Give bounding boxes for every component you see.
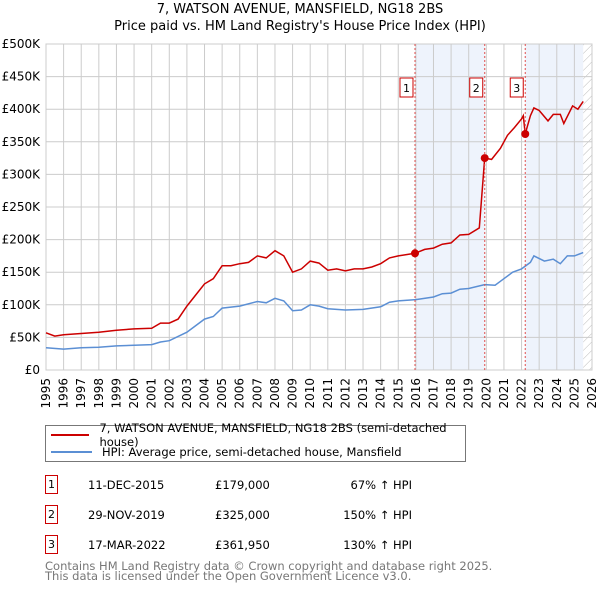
y-tick-label: £0 [25, 363, 40, 377]
x-tick-label: 2015 [391, 378, 405, 409]
legend-swatch-property [51, 434, 90, 436]
transaction-row: 3 17-MAR-2022 £361,950 130% ↑ HPI [45, 535, 465, 555]
x-tick-label: 2006 [233, 378, 247, 409]
x-tick-label: 2016 [409, 378, 423, 409]
y-tick-label: £50K [9, 330, 41, 344]
price-chart: £0 £50K £100K £150K £200K £250K £300K £350K £400… [2, 37, 599, 409]
legend: 7, WATSON AVENUE, MANSFIELD, NG18 2BS (s… [45, 421, 466, 462]
transaction-date: 29-NOV-2019 [88, 508, 165, 522]
y-tick-label: £450K [2, 70, 42, 84]
y-tick-label: £150K [2, 265, 42, 279]
transaction-date: 11-DEC-2015 [88, 478, 165, 492]
footer-licence: This data is licensed under the Open Gov… [45, 569, 412, 583]
x-tick-label: 2025 [567, 378, 581, 409]
property-price-line [45, 100, 584, 337]
footer-copyright: Contains HM Land Registry data © Crown c… [45, 559, 493, 573]
chart-title: 7, WATSON AVENUE, MANSFIELD, NG18 2BS [156, 2, 444, 17]
transaction-hpi: 67% ↑ HPI [350, 478, 412, 492]
transaction-badge: 1 [45, 475, 58, 494]
sale-label: 1 [403, 82, 410, 95]
y-tick-label: £350K [2, 135, 42, 149]
x-tick-label: 2026 [585, 378, 599, 409]
x-tick-label: 2019 [462, 378, 476, 409]
transaction-price: £179,000 [215, 478, 270, 492]
y-tick-label: £100K [2, 298, 42, 312]
x-tick-label: 2020 [479, 378, 493, 409]
legend-label-hpi: HPI: Average price, semi-detached house,… [102, 445, 402, 459]
x-tick-label: 2002 [162, 378, 176, 409]
legend-item-hpi: HPI: Average price, semi-detached house,… [51, 444, 402, 460]
sale-point [410, 249, 419, 258]
x-tick-label: 2014 [374, 378, 388, 409]
transaction-badge: 2 [45, 505, 58, 524]
x-tick-label: 2012 [338, 378, 352, 409]
transaction-row: 2 29-NOV-2019 £325,000 150% ↑ HPI [45, 505, 465, 525]
x-tick-label: 2008 [268, 378, 282, 409]
x-tick-label: 2022 [515, 378, 529, 409]
x-tick-label: 2018 [444, 378, 458, 409]
transaction-date: 17-MAR-2022 [88, 538, 166, 552]
sale-label-box [509, 77, 524, 98]
x-tick-label: 2021 [497, 378, 511, 409]
legend-label-property: 7, WATSON AVENUE, MANSFIELD, NG18 2BS (s… [99, 421, 447, 449]
x-tick-label: 1995 [39, 378, 53, 409]
legend-swatch-hpi [51, 451, 92, 453]
y-tick-label: £250K [2, 200, 42, 214]
transaction-price: £361,950 [215, 538, 270, 552]
chart-subtitle: Price paid vs. HM Land Registry's House … [114, 19, 486, 34]
x-tick-label: 2010 [303, 378, 317, 409]
sale-label: 2 [473, 82, 480, 95]
sale-point [480, 154, 489, 163]
hpi-line [45, 251, 584, 350]
x-tick-label: 2023 [532, 378, 546, 409]
x-tick-label: 2005 [215, 378, 229, 409]
x-tick-label: 2009 [286, 378, 300, 409]
x-tick-label: 2000 [127, 378, 141, 409]
x-tick-label: 2007 [250, 378, 264, 409]
x-tick-label: 1996 [57, 378, 71, 409]
sale-label: 3 [513, 82, 520, 95]
x-tick-label: 2004 [198, 378, 212, 409]
x-tick-label: 2003 [180, 378, 194, 409]
sale-label-box [399, 77, 414, 98]
y-tick-label: £200K [2, 233, 42, 247]
x-tick-label: 2024 [550, 378, 564, 409]
y-tick-label: £400K [2, 102, 42, 116]
x-tick-label: 2013 [356, 378, 370, 409]
plot-border [45, 43, 593, 371]
transaction-price: £325,000 [215, 508, 270, 522]
x-tick-label: 1999 [109, 378, 123, 409]
transaction-hpi: 130% ↑ HPI [343, 538, 412, 552]
x-tick-label: 2001 [145, 378, 159, 409]
sale-label-box [469, 77, 484, 98]
legend-item-property: 7, WATSON AVENUE, MANSFIELD, NG18 2BS (s… [51, 421, 465, 449]
y-tick-label: £300K [2, 167, 42, 181]
transaction-badge: 3 [45, 535, 58, 554]
sale-point [521, 130, 530, 139]
transaction-row: 1 11-DEC-2015 £179,000 67% ↑ HPI [45, 475, 465, 495]
transaction-hpi: 150% ↑ HPI [343, 508, 412, 522]
x-tick-label: 1997 [74, 378, 88, 409]
x-tick-label: 1998 [92, 378, 106, 409]
x-tick-label: 2011 [321, 378, 335, 409]
y-tick-label: £500K [2, 37, 42, 51]
x-tick-label: 2017 [426, 378, 440, 409]
